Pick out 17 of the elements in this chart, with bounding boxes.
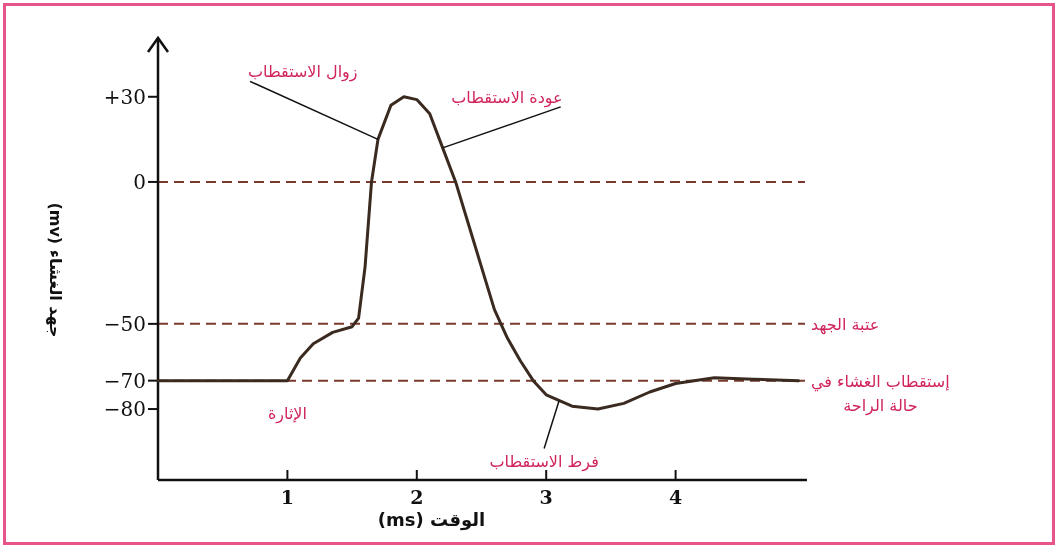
x-axis-title: الوقت (ms) [377, 509, 486, 531]
y-tick-label: −50 [103, 311, 146, 336]
x-tick-label: 2 [410, 486, 424, 508]
y-tick-label: +30 [103, 84, 146, 109]
x-tick-label: 3 [539, 486, 553, 508]
annotation: عودة الاستقطاب [451, 87, 563, 108]
annotation: فرط الاستقطاب [489, 451, 599, 472]
y-axis-title: جهد الغشاء (mv) [46, 202, 65, 338]
y-tick-label: −70 [103, 368, 146, 393]
y-tick-label: 0 [133, 169, 146, 194]
annotation: زوال الاستقطاب [247, 62, 358, 83]
y-tick-label: −80 [103, 397, 146, 422]
annotation: الإثارة [267, 403, 307, 424]
x-tick-label: 4 [668, 486, 683, 508]
ref-line-label: عتبة الجهد [811, 314, 880, 335]
ref-line-label: إستقطاب الغشاء في حالة الراحة [811, 371, 950, 416]
x-tick-label: 1 [280, 486, 295, 508]
